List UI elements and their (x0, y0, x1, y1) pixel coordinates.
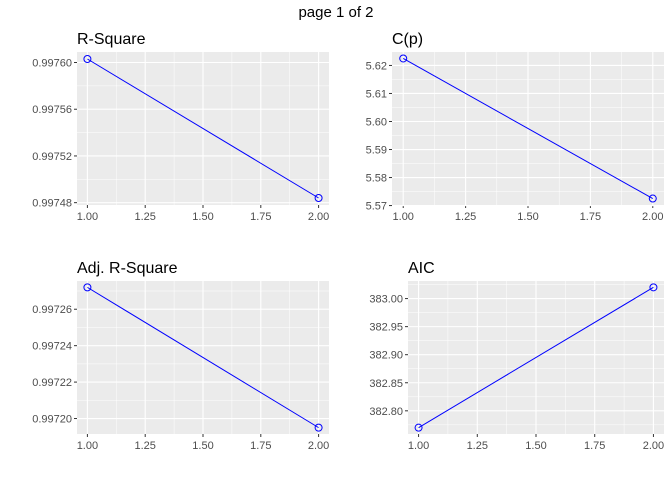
y-tick-label: 5.60 (366, 116, 387, 128)
chart-panel-aic: 1.00 1.25 1.50 1.75 2.00 382.80 382.85 382.90 38… (369, 260, 664, 452)
x-tick-label: 2.00 (643, 440, 664, 452)
chart-title: C(p) (392, 31, 423, 48)
x-tick-label: 1.75 (250, 440, 271, 452)
y-tick-label: 5.61 (366, 88, 387, 100)
y-tick-label: 0.99722 (32, 377, 72, 389)
y-tick-label: 0.99752 (32, 151, 72, 163)
data-point (399, 54, 408, 63)
page-title: page 1 of 2 (298, 4, 374, 21)
y-tick-label: 0.99724 (32, 341, 72, 353)
chart-panel-r-square: 1.00 1.25 1.50 1.75 2.00 0.99748 0.99752 0.9975… (32, 31, 329, 223)
x-tick-label: 2.00 (642, 211, 663, 223)
data-point (314, 423, 323, 432)
series-line (87, 286, 319, 429)
x-tick-label: 1.50 (192, 440, 213, 452)
y-tick-label: 0.99760 (32, 58, 72, 70)
y-tick-label: 5.62 (366, 60, 387, 72)
y-tick-label: 0.99726 (32, 304, 72, 316)
data-point (83, 283, 92, 292)
x-tick-label: 1.00 (393, 211, 414, 223)
series-line (418, 286, 654, 429)
y-tick-label: 5.59 (366, 145, 387, 157)
y-tick-label: 0.99720 (32, 414, 72, 426)
x-tick-label: 2.00 (308, 211, 329, 223)
x-tick-label: 1.00 (77, 211, 98, 223)
x-tick-label: 1.25 (467, 440, 488, 452)
y-tick-label: 383.00 (369, 294, 403, 306)
x-tick-label: 2.00 (308, 440, 329, 452)
chart-panel-c-p: 1.00 1.25 1.50 1.75 2.00 5.57 5.58 5.59 5.60 5.61… (366, 31, 664, 223)
y-tick-label: 0.99748 (32, 198, 72, 210)
x-tick-label: 1.25 (455, 211, 476, 223)
x-tick-label: 1.25 (134, 211, 155, 223)
x-tick-label: 1.50 (517, 211, 538, 223)
y-tick-label: 5.57 (366, 201, 387, 213)
y-tick-label: 0.99756 (32, 104, 72, 116)
data-point (314, 193, 323, 202)
data-point (649, 283, 658, 292)
chart-title: R-Square (77, 31, 146, 48)
x-tick-label: 1.75 (580, 211, 601, 223)
data-point (414, 423, 423, 432)
x-tick-label: 1.50 (525, 440, 546, 452)
chart-title: Adj. R-Square (77, 260, 178, 277)
y-tick-label: 382.85 (369, 378, 403, 390)
data-point (83, 55, 92, 64)
x-tick-label: 1.00 (77, 440, 98, 452)
y-tick-label: 382.80 (369, 406, 403, 418)
series-line (87, 58, 319, 199)
chart-title: AIC (408, 260, 435, 277)
x-tick-label: 1.25 (134, 440, 155, 452)
data-point (648, 194, 657, 203)
x-tick-label: 1.75 (584, 440, 605, 452)
chart-panel-adj-r-square: 1.00 1.25 1.50 1.75 2.00 0.99720 0.99722 0.9972… (32, 260, 329, 452)
x-tick-label: 1.00 (408, 440, 429, 452)
y-tick-label: 382.95 (369, 322, 403, 334)
y-tick-label: 382.90 (369, 350, 403, 362)
x-tick-label: 1.75 (250, 211, 271, 223)
series-line (402, 58, 654, 199)
y-tick-label: 5.58 (366, 173, 387, 185)
x-tick-label: 1.50 (192, 211, 213, 223)
